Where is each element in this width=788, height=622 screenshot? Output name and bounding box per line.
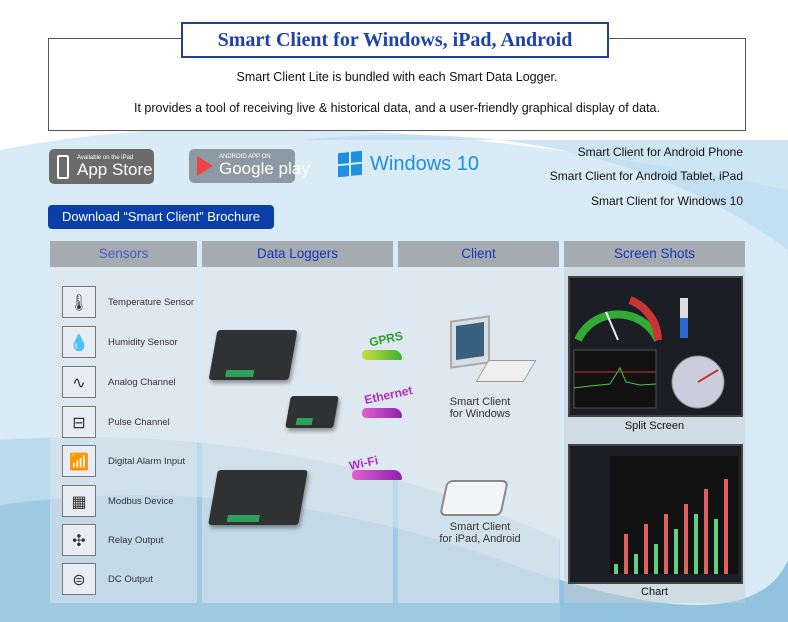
modbus-meter-icon: ▦ (62, 485, 96, 517)
google-play-badge[interactable]: ANDROID APP ON Google play (189, 149, 310, 183)
sensor-item: ∿ Analog Channel (62, 366, 176, 398)
fan-icon: ✣ (62, 524, 96, 556)
sensor-label: Digital Alarm Input (108, 455, 186, 467)
split-screen-caption: Split Screen (624, 420, 685, 432)
sensor-item: ▦ Modbus Device (62, 485, 173, 517)
wifi-arrow-icon (352, 470, 402, 480)
alarm-remote-icon: 📶 (62, 445, 96, 477)
thermometer-icon: 🌡 (62, 286, 96, 318)
data-logger-gprs (208, 330, 298, 380)
app-store-badge[interactable]: Available on the iPad App Store (49, 149, 154, 184)
screenshot-bar (724, 479, 728, 574)
intro-line-2: It provides a tool of receiving live & h… (134, 101, 660, 115)
column-header-sensors: Sensors (50, 241, 197, 267)
sensor-item: ⊜ DC Output (62, 563, 153, 595)
pc-monitor-icon (450, 315, 490, 369)
analog-connector-icon: ∿ (62, 366, 96, 398)
chart-caption: Chart (641, 586, 668, 598)
sensor-item: 🌡 Temperature Sensor (62, 286, 194, 318)
client-windows-label: Smart Client for Windows (449, 396, 511, 420)
sensor-label: Temperature Sensor (108, 296, 195, 308)
ethernet-arrow-icon (362, 408, 402, 418)
data-logger-wifi (208, 470, 308, 525)
sensor-item: 📶 Digital Alarm Input (62, 445, 185, 477)
water-drop-icon: 💧 (62, 326, 96, 358)
chart-image (570, 446, 741, 582)
split-screen-image (570, 278, 741, 415)
screenshot-bar (664, 514, 668, 574)
sensor-item: ⊟ Pulse Channel (62, 406, 170, 438)
windows-text: Windows 10 (370, 152, 479, 175)
windows-icon (338, 150, 362, 178)
gplay-big-text: Google play (219, 159, 310, 178)
ipad-icon (57, 154, 69, 179)
screenshot-bar (714, 519, 718, 574)
sensor-label: Pulse Channel (108, 416, 170, 428)
windows-10-logo[interactable]: Windows 10 (338, 150, 479, 178)
screenshot-bar (624, 534, 628, 574)
platform-windows: Smart Client for Windows 10 (590, 194, 743, 208)
play-icon (197, 156, 213, 176)
appstore-big-text: App Store (77, 159, 153, 179)
chart-screenshot[interactable] (568, 444, 743, 584)
screenshot-bar (694, 514, 698, 574)
screenshot-bar (704, 489, 708, 574)
tablet-icon (439, 480, 509, 516)
gprs-arrow-icon (362, 350, 402, 360)
dc-symbol-icon: ⊜ (62, 563, 96, 595)
sensor-label: Relay Output (108, 534, 164, 546)
download-brochure-button[interactable]: Download “Smart Client” Brochure (48, 205, 274, 229)
data-loggers-column (202, 267, 393, 603)
screenshot-bar (674, 529, 678, 574)
platform-android-phone: Smart Client for Android Phone (577, 145, 743, 159)
screenshot-bar (634, 554, 638, 574)
platform-android-tablet: Smart Client for Android Tablet, iPad (549, 169, 743, 183)
sensor-item: 💧 Humidity Sensor (62, 326, 178, 358)
split-screen-screenshot[interactable] (568, 276, 743, 417)
gplay-small-text: ANDROID APP ON (219, 154, 271, 160)
data-logger-ethernet (285, 396, 339, 428)
column-header-screen-shots: Screen Shots (564, 241, 745, 267)
flow-meter-icon: ⊟ (62, 406, 96, 438)
client-mobile-label: Smart Client for iPad, Android (439, 521, 521, 545)
column-header-client: Client (398, 241, 559, 267)
page-title: Smart Client for Windows, iPad, Android (181, 22, 609, 58)
column-header-data-loggers: Data Loggers (202, 241, 393, 267)
sensor-item: ✣ Relay Output (62, 524, 163, 556)
screenshot-bar (614, 564, 618, 574)
sensor-label: DC Output (108, 573, 153, 585)
appstore-small-text: Available on the iPad (77, 154, 134, 161)
sensor-label: Modbus Device (108, 495, 174, 507)
intro-line-1: Smart Client Lite is bundled with each S… (236, 70, 558, 84)
sensor-label: Humidity Sensor (108, 336, 178, 348)
sensor-label: Analog Channel (108, 376, 176, 388)
screenshot-bar (644, 524, 648, 574)
screenshot-bar (684, 504, 688, 574)
screenshot-bar (654, 544, 658, 574)
